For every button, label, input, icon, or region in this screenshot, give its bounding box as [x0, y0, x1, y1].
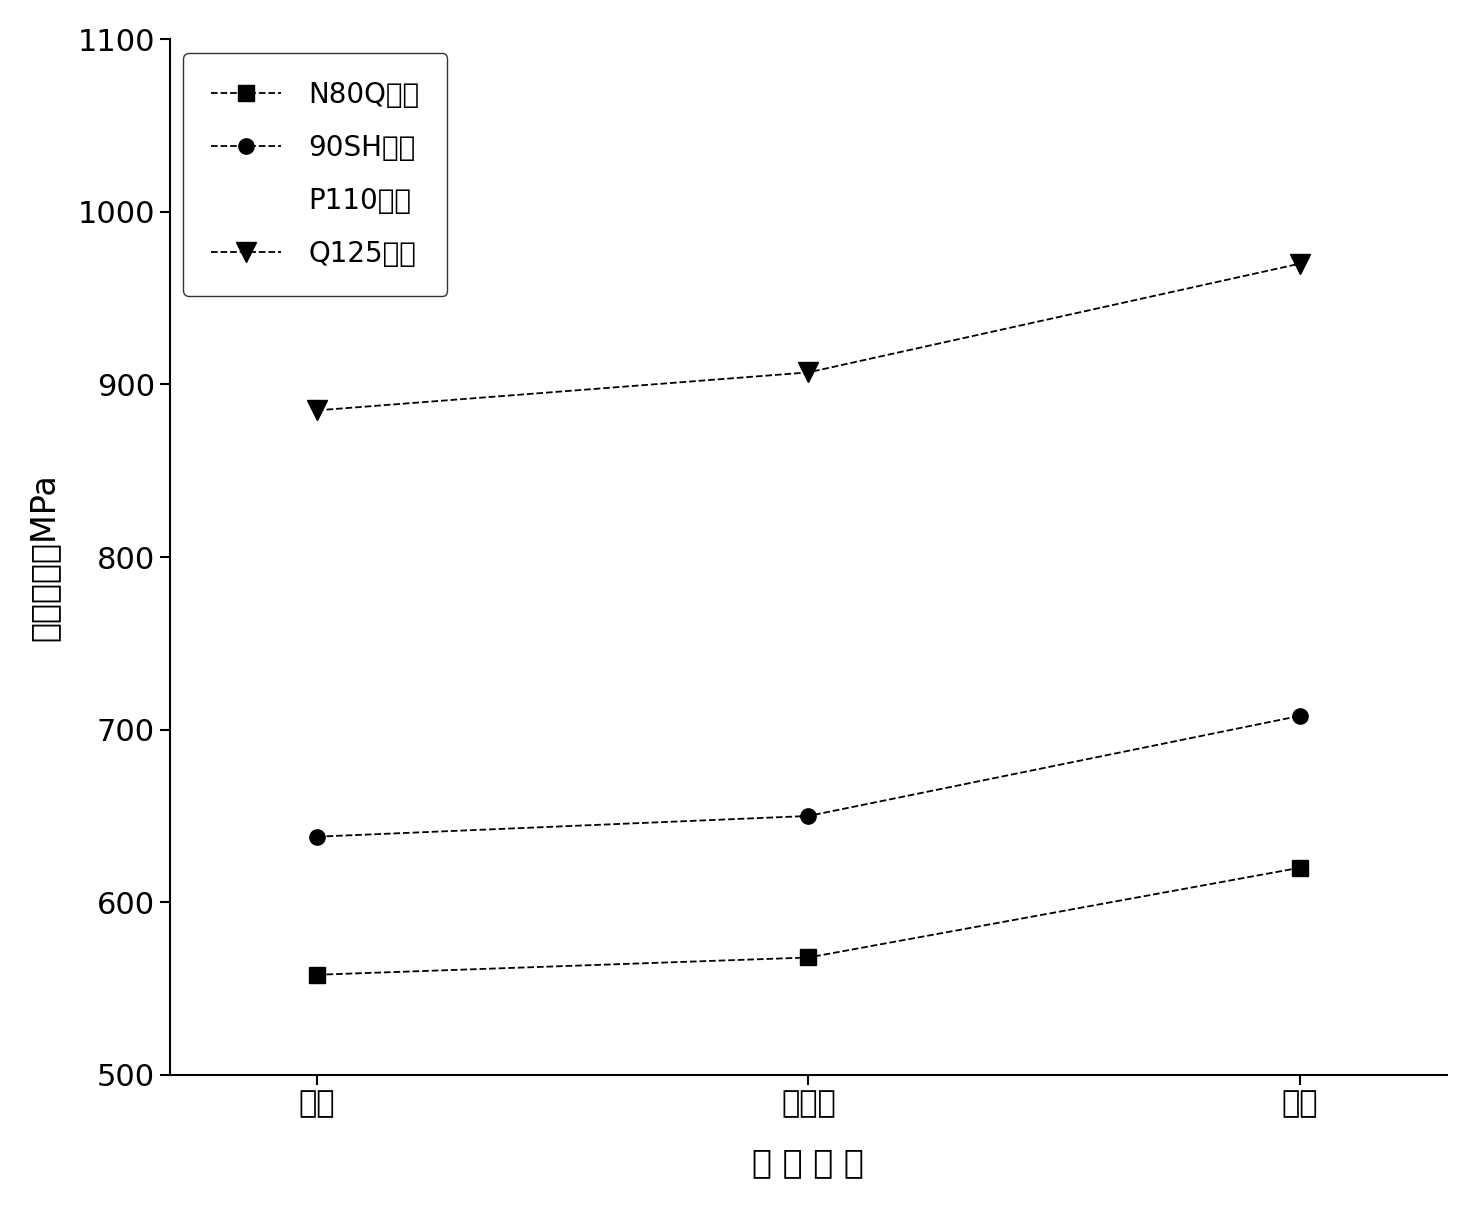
Y-axis label: 屈服强度，MPa: 屈服强度，MPa — [28, 473, 60, 641]
X-axis label: 试 验 部 位: 试 验 部 位 — [752, 1147, 864, 1179]
Legend: N80Q油管, 90SH套管, P110套管, Q125套管: N80Q油管, 90SH套管, P110套管, Q125套管 — [183, 53, 447, 296]
